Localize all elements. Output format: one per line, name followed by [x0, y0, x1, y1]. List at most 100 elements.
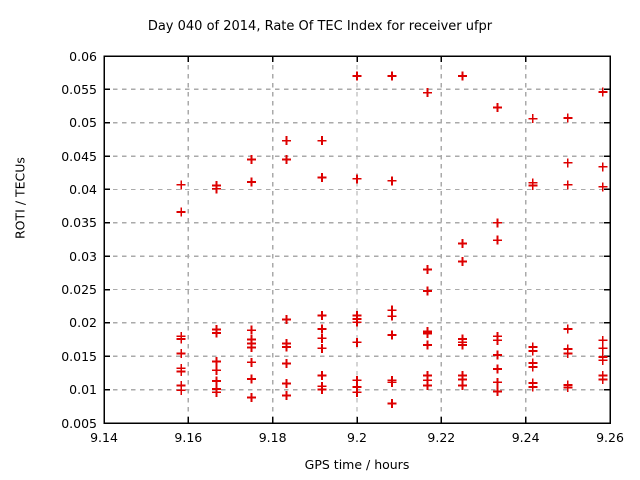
data-point-marker [528, 114, 538, 124]
data-point-marker [563, 158, 573, 168]
data-point-marker [317, 371, 327, 381]
data-point-marker [247, 357, 257, 367]
data-point-marker [176, 334, 186, 344]
x-tick-label: 9.18 [258, 430, 287, 445]
data-point-marker [176, 349, 186, 359]
data-point-marker [492, 377, 502, 387]
data-point-marker [212, 376, 222, 386]
data-point-marker [387, 311, 397, 321]
data-point-marker [422, 340, 432, 350]
data-point-marker [282, 154, 292, 164]
x-tick-label: 9.16 [174, 430, 203, 445]
data-point-marker [212, 387, 222, 397]
data-point-marker [563, 113, 573, 123]
data-point-marker [176, 180, 186, 190]
data-point-marker [528, 180, 538, 190]
data-point-marker [282, 359, 292, 369]
x-tick-label: 9.26 [596, 430, 624, 445]
data-point-marker [317, 324, 327, 334]
data-point-marker [317, 333, 327, 343]
x-tick-label: 9.2 [347, 430, 367, 445]
x-tick-label: 9.22 [427, 430, 456, 445]
y-tick-label: 0.05 [69, 115, 97, 131]
data-point-marker [387, 377, 397, 387]
data-point-marker [282, 379, 292, 389]
data-point-marker [422, 329, 432, 339]
data-point-marker [352, 337, 362, 347]
data-point-marker [598, 335, 608, 345]
data-point-marker [247, 154, 257, 164]
data-point-marker [563, 349, 573, 359]
data-point-marker [598, 182, 608, 192]
data-point-marker [317, 343, 327, 353]
data-point-marker [457, 340, 467, 350]
data-point-marker [176, 207, 186, 217]
data-point-marker [492, 387, 502, 397]
data-point-marker [282, 315, 292, 325]
y-tick-label: 0.015 [61, 348, 97, 364]
data-point-marker [352, 174, 362, 184]
data-point-marker [247, 177, 257, 187]
data-point-marker [212, 365, 222, 375]
data-point-marker [317, 311, 327, 321]
data-point-marker [457, 239, 467, 249]
data-point-marker [563, 324, 573, 334]
data-point-marker [422, 381, 432, 391]
data-point-marker [492, 364, 502, 374]
data-point-marker [457, 71, 467, 81]
data-point-marker [492, 218, 502, 228]
y-tick-label: 0.035 [61, 215, 97, 231]
data-point-marker [598, 162, 608, 172]
data-point-marker [282, 342, 292, 352]
data-point-marker [528, 382, 538, 392]
y-tick-label: 0.03 [69, 248, 97, 264]
x-tick-label: 9.24 [511, 430, 540, 445]
data-point-marker [282, 136, 292, 146]
data-point-marker [317, 385, 327, 395]
data-point-marker [352, 317, 362, 327]
data-point-marker [528, 346, 538, 356]
data-point-marker [387, 330, 397, 340]
y-tick-label: 0.045 [61, 148, 97, 164]
data-point-marker [563, 180, 573, 190]
data-point-marker [212, 328, 222, 338]
data-point-marker [492, 350, 502, 360]
data-point-marker [387, 399, 397, 409]
y-tick-label: 0.01 [69, 382, 97, 398]
data-point-marker [352, 71, 362, 81]
y-tick-label: 0.055 [61, 81, 97, 97]
data-point-marker [282, 391, 292, 401]
x-tick-label: 9.14 [90, 430, 118, 445]
x-axis-label: GPS time / hours [304, 457, 410, 472]
y-tick-label: 0.02 [69, 315, 97, 331]
data-point-marker [247, 374, 257, 384]
y-tick-label: 0.025 [61, 282, 97, 298]
data-point-marker [176, 367, 186, 377]
data-point-marker [176, 385, 186, 395]
data-point-marker [492, 102, 502, 112]
data-point-marker [317, 172, 327, 182]
data-point-marker [598, 343, 608, 353]
chart-title: Day 040 of 2014, Rate Of TEC Index for r… [147, 19, 493, 34]
data-point-marker [598, 355, 608, 365]
data-point-marker [528, 362, 538, 372]
data-point-marker [457, 381, 467, 391]
data-point-marker [247, 343, 257, 353]
data-point-marker [387, 71, 397, 81]
data-point-marker [247, 325, 257, 335]
data-point-marker [212, 357, 222, 367]
data-point-marker [352, 387, 362, 397]
data-point-marker [422, 88, 432, 98]
y-tick-label: 0.06 [69, 48, 97, 64]
data-point-marker [387, 176, 397, 186]
data-point-marker [212, 184, 222, 194]
y-tick-label: 0.04 [69, 181, 97, 197]
data-point-marker [598, 87, 608, 97]
data-point-marker [492, 335, 502, 345]
data-point-marker [317, 136, 327, 146]
data-point-marker [563, 383, 573, 393]
data-point-marker [422, 265, 432, 275]
data-point-marker [422, 286, 432, 296]
